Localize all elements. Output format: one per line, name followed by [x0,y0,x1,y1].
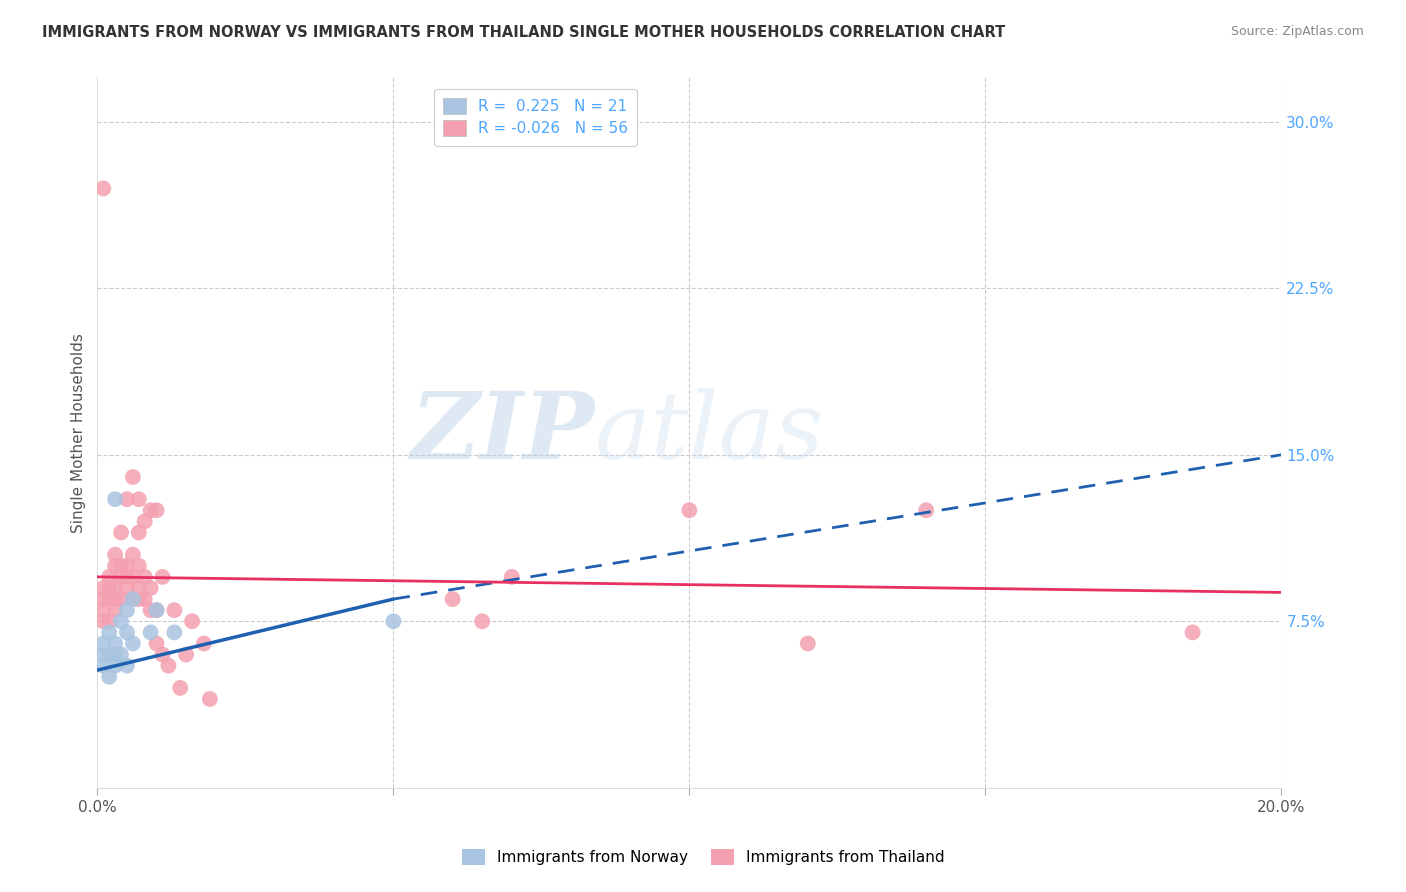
Point [104,648,127,662]
Point [139,625,162,640]
Point [110,558,132,573]
Point [441,592,464,607]
Point [122,548,145,562]
Point [98,670,121,684]
Point [104,492,127,507]
Point [115,570,138,584]
Text: ZIP: ZIP [411,388,595,477]
Text: atlas: atlas [595,388,824,477]
Point [471,614,494,628]
Point [110,614,132,628]
Point [139,581,162,595]
Point [115,625,138,640]
Point [122,470,145,484]
Point [110,648,132,662]
Point [134,592,156,607]
Point [98,581,121,595]
Point [128,581,150,595]
Point [128,592,150,607]
Point [98,648,121,662]
Point [104,658,127,673]
Point [98,570,121,584]
Point [91,648,114,662]
Point [128,558,150,573]
Point [382,614,405,628]
Point [678,503,700,517]
Point [1181,625,1204,640]
Point [181,614,204,628]
Point [139,603,162,617]
Text: IMMIGRANTS FROM NORWAY VS IMMIGRANTS FROM THAILAND SINGLE MOTHER HOUSEHOLDS CORR: IMMIGRANTS FROM NORWAY VS IMMIGRANTS FRO… [42,25,1005,40]
Point [91,181,114,195]
Point [193,636,215,650]
Point [163,603,186,617]
Point [198,692,221,706]
Point [115,558,138,573]
Point [104,558,127,573]
Y-axis label: Single Mother Households: Single Mother Households [72,333,86,533]
Point [139,503,162,517]
Point [91,592,114,607]
Point [152,648,174,662]
Point [98,592,121,607]
Point [145,503,167,517]
Point [174,648,197,662]
Point [115,603,138,617]
Point [115,581,138,595]
Point [91,614,114,628]
Point [110,525,132,540]
Text: Source: ZipAtlas.com: Source: ZipAtlas.com [1230,25,1364,38]
Point [145,603,167,617]
Point [134,515,156,529]
Point [110,592,132,607]
Point [104,548,127,562]
Point [134,570,156,584]
Point [501,570,523,584]
Point [115,658,138,673]
Point [145,603,167,617]
Point [104,592,127,607]
Point [91,658,114,673]
Point [98,625,121,640]
Point [145,636,167,650]
Point [104,636,127,650]
Point [110,570,132,584]
Point [915,503,938,517]
Point [122,636,145,650]
Point [122,570,145,584]
Point [98,614,121,628]
Point [128,492,150,507]
Point [91,581,114,595]
Point [152,570,174,584]
Point [91,636,114,650]
Point [104,581,127,595]
Point [115,492,138,507]
Point [163,625,186,640]
Point [157,658,180,673]
Point [122,592,145,607]
Legend: R =  0.225   N = 21, R = -0.026   N = 56: R = 0.225 N = 21, R = -0.026 N = 56 [433,88,637,145]
Point [797,636,820,650]
Point [169,681,191,695]
Legend: Immigrants from Norway, Immigrants from Thailand: Immigrants from Norway, Immigrants from … [456,843,950,871]
Point [91,603,114,617]
Point [128,525,150,540]
Point [104,603,127,617]
Point [122,592,145,607]
